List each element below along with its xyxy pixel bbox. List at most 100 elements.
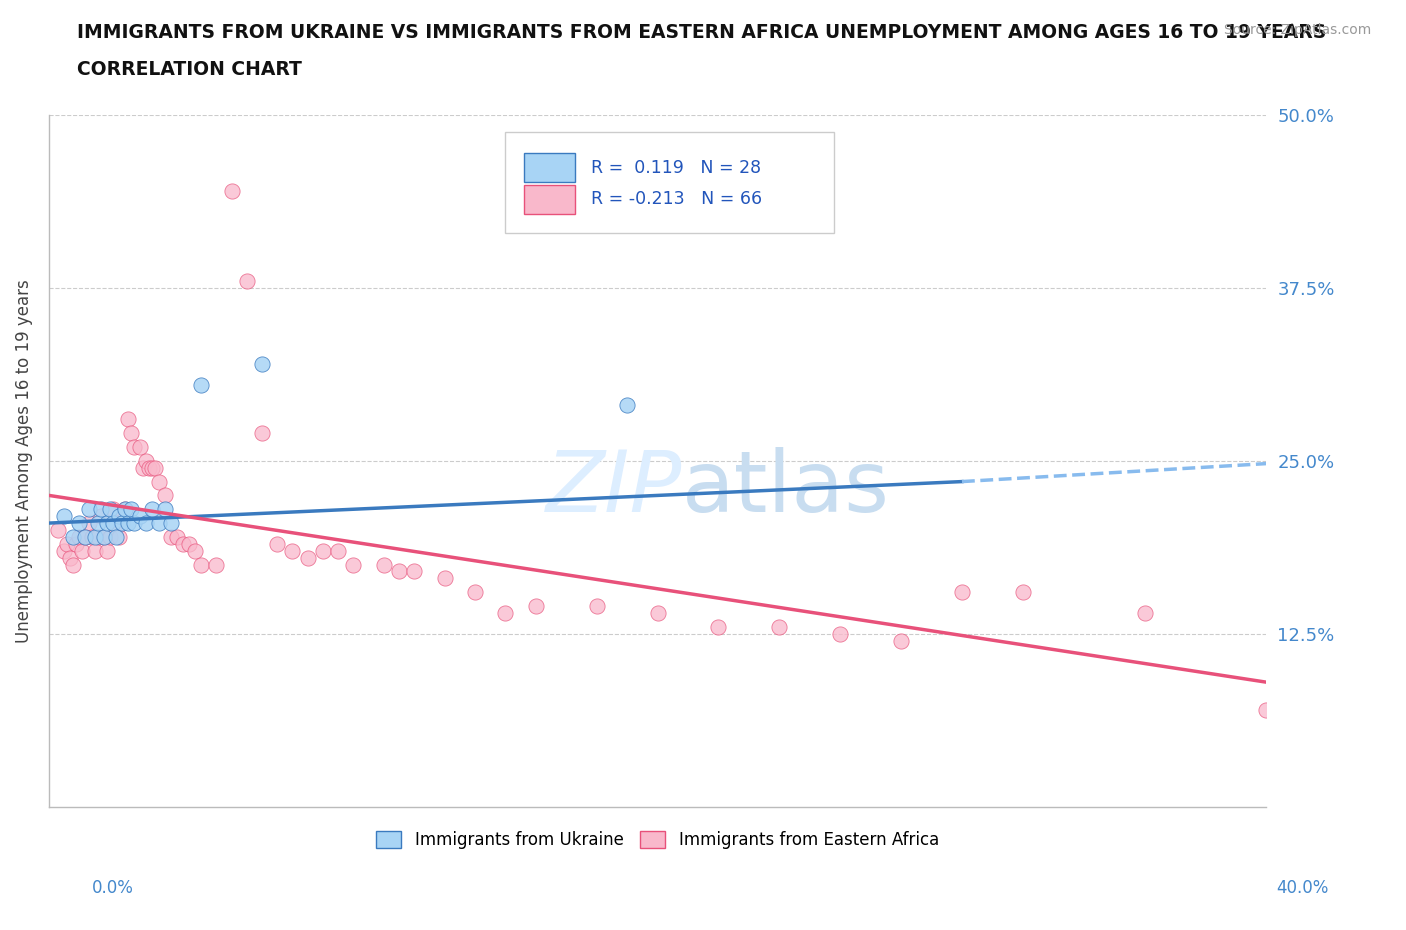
Point [768,619,790,634]
Point [153,488,176,503]
Point [326,543,349,558]
Point [86,529,108,544]
Point [117,412,139,427]
Point [75,529,97,544]
Point [184,543,207,558]
Point [236,273,259,288]
Point [148,474,170,489]
Point [166,529,188,544]
Point [80,529,103,544]
Point [77,502,100,517]
Point [172,537,194,551]
Point [132,460,155,475]
Point [707,619,730,634]
Point [950,585,973,600]
Point [464,585,486,600]
Point [1011,585,1033,600]
Text: ZIP: ZIP [546,447,682,530]
Point [77,515,100,530]
Point [159,529,181,544]
Text: 0.0%: 0.0% [91,879,134,897]
Point [114,502,136,517]
Point [342,557,364,572]
Point [98,529,121,544]
Point [75,529,97,544]
Point [53,543,76,558]
Point [153,502,176,517]
Point [141,460,163,475]
Point [148,515,170,530]
FancyBboxPatch shape [523,153,575,182]
Point [104,515,127,530]
Point [495,605,517,620]
Text: 40.0%: 40.0% [1277,879,1329,897]
Point [890,633,912,648]
Point [104,529,127,544]
Point [120,502,142,517]
Point [205,557,228,572]
Point [159,515,181,530]
Point [111,515,134,530]
Point [56,537,79,551]
Point [96,515,118,530]
Point [98,502,121,517]
Point [250,356,273,371]
Y-axis label: Unemployment Among Ages 16 to 19 years: Unemployment Among Ages 16 to 19 years [15,279,32,643]
Point [93,529,115,544]
Point [93,529,115,544]
Point [647,605,669,620]
Point [135,454,157,469]
Point [616,398,638,413]
Point [404,565,426,579]
Point [433,571,456,586]
Point [129,440,152,455]
Point [524,599,547,614]
Point [138,460,160,475]
Text: Source: ZipAtlas.com: Source: ZipAtlas.com [1223,23,1371,37]
Point [221,183,243,198]
Point [90,509,112,524]
Point [83,529,105,544]
Text: R =  0.119   N = 28: R = 0.119 N = 28 [591,159,761,177]
Point [59,551,82,565]
Point [101,502,124,517]
Point [312,543,335,558]
Point [65,537,87,551]
Point [177,537,200,551]
Text: R = -0.213   N = 66: R = -0.213 N = 66 [591,191,762,208]
Point [250,426,273,441]
Point [266,537,288,551]
Point [46,523,69,538]
Point [62,557,84,572]
Point [120,426,142,441]
Point [108,509,131,524]
Point [190,378,212,392]
Point [297,551,319,565]
Text: CORRELATION CHART: CORRELATION CHART [77,60,302,79]
Point [114,502,136,517]
Point [90,502,112,517]
Point [281,543,304,558]
Point [67,529,90,544]
Point [129,509,152,524]
Point [1133,605,1156,620]
Point [190,557,212,572]
Point [101,515,124,530]
Point [388,565,411,579]
Text: atlas: atlas [682,447,890,530]
Point [122,515,145,530]
FancyBboxPatch shape [523,185,575,214]
Point [111,515,134,530]
Point [62,529,84,544]
Point [373,557,395,572]
Point [67,515,90,530]
Point [117,515,139,530]
Point [135,515,157,530]
Point [1256,702,1278,717]
Text: IMMIGRANTS FROM UKRAINE VS IMMIGRANTS FROM EASTERN AFRICA UNEMPLOYMENT AMONG AGE: IMMIGRANTS FROM UKRAINE VS IMMIGRANTS FR… [77,23,1327,42]
FancyBboxPatch shape [506,132,834,232]
Point [72,543,94,558]
Point [96,543,118,558]
Point [86,515,108,530]
Point [53,509,76,524]
